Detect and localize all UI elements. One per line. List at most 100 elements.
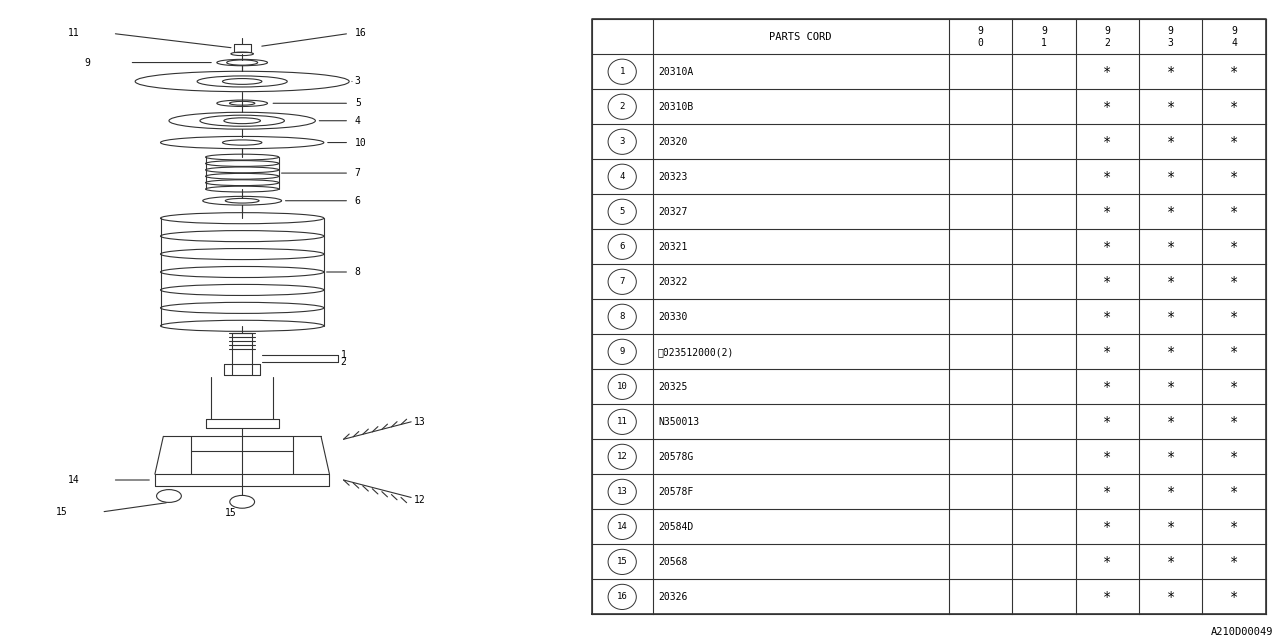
Text: 16: 16 (617, 593, 627, 602)
Text: 6: 6 (355, 196, 361, 205)
Text: *: * (1103, 240, 1111, 254)
Text: *: * (1166, 345, 1175, 359)
Text: *: * (1166, 135, 1175, 148)
Text: 13: 13 (413, 417, 426, 427)
Text: 15: 15 (617, 557, 627, 566)
Text: A210D00049: A210D00049 (1211, 627, 1272, 637)
Text: *: * (1103, 450, 1111, 464)
Text: 20568: 20568 (658, 557, 687, 567)
Text: 10: 10 (617, 382, 627, 391)
Text: *: * (1103, 205, 1111, 219)
Text: 12: 12 (617, 452, 627, 461)
Text: 14: 14 (617, 522, 627, 531)
Text: *: * (1103, 345, 1111, 359)
Text: 9: 9 (620, 348, 625, 356)
Text: *: * (1230, 485, 1238, 499)
Text: 7: 7 (355, 168, 361, 178)
Text: *: * (1103, 380, 1111, 394)
Text: *: * (1230, 170, 1238, 184)
Text: 20322: 20322 (658, 276, 687, 287)
Text: 4: 4 (620, 172, 625, 181)
Text: *: * (1166, 205, 1175, 219)
Text: 20310B: 20310B (658, 102, 694, 112)
Text: 9
1: 9 1 (1041, 26, 1047, 47)
Text: *: * (1103, 275, 1111, 289)
Text: *: * (1230, 555, 1238, 569)
Text: *: * (1166, 415, 1175, 429)
Text: 11: 11 (617, 417, 627, 426)
Text: *: * (1103, 135, 1111, 148)
Text: 16: 16 (355, 28, 366, 38)
Text: 20310A: 20310A (658, 67, 694, 77)
Text: *: * (1230, 205, 1238, 219)
Text: 9: 9 (84, 58, 91, 68)
Text: 20327: 20327 (658, 207, 687, 217)
Text: 15: 15 (56, 507, 68, 517)
Text: 2: 2 (340, 357, 347, 367)
Text: 9
2: 9 2 (1105, 26, 1110, 47)
Text: *: * (1230, 345, 1238, 359)
Text: 15: 15 (225, 508, 237, 518)
Text: 5: 5 (620, 207, 625, 216)
Text: *: * (1166, 485, 1175, 499)
Text: 20325: 20325 (658, 382, 687, 392)
Text: 9
0: 9 0 (978, 26, 983, 47)
Text: *: * (1166, 520, 1175, 534)
Text: *: * (1103, 485, 1111, 499)
Text: 12: 12 (413, 495, 426, 506)
Text: 13: 13 (617, 487, 627, 497)
Text: N350013: N350013 (658, 417, 699, 427)
Text: 1: 1 (620, 67, 625, 76)
Text: *: * (1230, 135, 1238, 148)
Text: ⓝ023512000(2): ⓝ023512000(2) (658, 347, 735, 357)
Text: 4: 4 (355, 116, 361, 125)
Text: 9
4: 9 4 (1231, 26, 1236, 47)
Text: PARTS CORD: PARTS CORD (769, 32, 832, 42)
Text: *: * (1103, 310, 1111, 324)
Text: *: * (1230, 275, 1238, 289)
Text: *: * (1103, 590, 1111, 604)
Text: *: * (1230, 590, 1238, 604)
Text: 3: 3 (620, 137, 625, 147)
Text: *: * (1103, 415, 1111, 429)
Text: *: * (1230, 520, 1238, 534)
Text: *: * (1103, 170, 1111, 184)
Text: *: * (1166, 555, 1175, 569)
Text: 1: 1 (340, 350, 347, 360)
Text: 10: 10 (355, 138, 366, 148)
Text: *: * (1230, 415, 1238, 429)
Text: *: * (1166, 240, 1175, 254)
Text: *: * (1166, 450, 1175, 464)
Text: 20578F: 20578F (658, 487, 694, 497)
Text: *: * (1166, 65, 1175, 79)
Text: *: * (1166, 380, 1175, 394)
Text: 2: 2 (620, 102, 625, 111)
Text: 6: 6 (620, 243, 625, 252)
Text: *: * (1166, 275, 1175, 289)
Text: *: * (1166, 310, 1175, 324)
Text: 8: 8 (620, 312, 625, 321)
Text: 11: 11 (68, 28, 79, 38)
Text: *: * (1230, 100, 1238, 114)
Text: *: * (1230, 65, 1238, 79)
Text: 20320: 20320 (658, 137, 687, 147)
Text: 20326: 20326 (658, 592, 687, 602)
Text: 3: 3 (355, 76, 361, 86)
Text: *: * (1103, 65, 1111, 79)
Text: 20578G: 20578G (658, 452, 694, 462)
Text: 5: 5 (355, 99, 361, 108)
Text: *: * (1166, 170, 1175, 184)
Text: 7: 7 (620, 277, 625, 286)
Text: *: * (1230, 310, 1238, 324)
Text: *: * (1230, 450, 1238, 464)
Text: *: * (1230, 380, 1238, 394)
Text: *: * (1166, 590, 1175, 604)
Text: 9
3: 9 3 (1167, 26, 1174, 47)
Text: 20323: 20323 (658, 172, 687, 182)
Text: 14: 14 (68, 475, 79, 485)
Text: 20321: 20321 (658, 242, 687, 252)
Text: *: * (1103, 555, 1111, 569)
Text: 20330: 20330 (658, 312, 687, 322)
Text: 8: 8 (355, 267, 361, 277)
Text: *: * (1103, 520, 1111, 534)
